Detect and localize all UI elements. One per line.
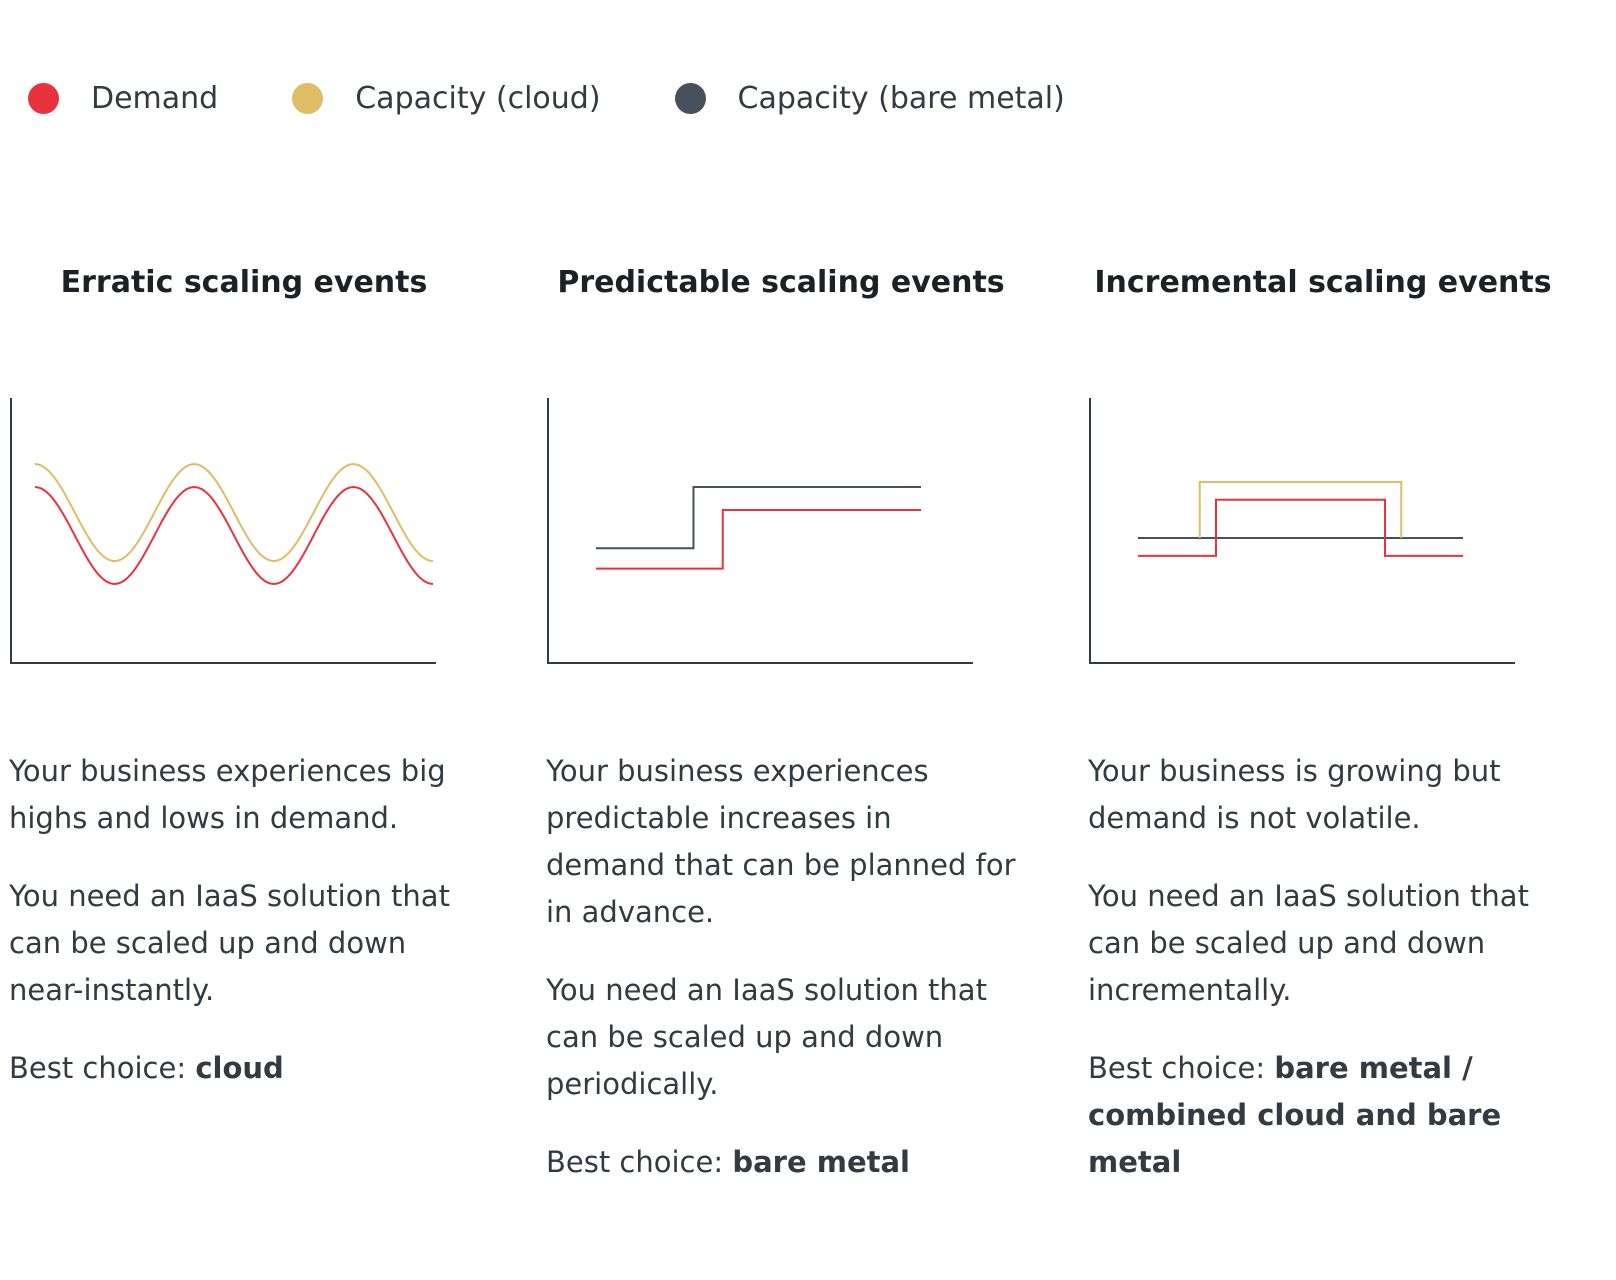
- panel-incremental: Incremental scaling events Your business…: [1088, 258, 1558, 308]
- panel-need: You need an IaaS solution that can be sc…: [1088, 873, 1558, 1014]
- series-line-demand: [1138, 500, 1463, 556]
- chart-erratic: [9, 398, 479, 668]
- best-choice: Best choice: bare metal: [546, 1139, 1016, 1186]
- series-line-demand: [35, 487, 433, 584]
- panel-need: You need an IaaS solution that can be sc…: [9, 873, 479, 1014]
- legend-swatch-capacity-cloud: [292, 83, 323, 114]
- panel-description: Your business experiences big highs and …: [9, 748, 479, 842]
- legend-label-capacity-bare-metal: Capacity (bare metal): [738, 81, 1065, 116]
- chart-incremental: [1088, 398, 1558, 668]
- legend-item-capacity-bare-metal: Capacity (bare metal): [675, 81, 1065, 116]
- chart-predictable: [546, 398, 1016, 668]
- panel-title: Predictable scaling events: [546, 258, 1016, 308]
- legend-item-demand: Demand: [28, 81, 218, 116]
- series-line-demand: [596, 510, 921, 569]
- panel-text: Your business experiences big highs and …: [9, 748, 479, 1123]
- legend-item-capacity-cloud: Capacity (cloud): [292, 81, 600, 116]
- best-choice-prefix: Best choice:: [9, 1051, 195, 1085]
- series-line-capacity-cloud: [35, 464, 433, 561]
- best-choice-value: bare metal: [732, 1145, 910, 1179]
- panel-description: Your business is growing but demand is n…: [1088, 748, 1558, 842]
- panel-text: Your business experiences predictable in…: [546, 748, 1016, 1217]
- panel-description: Your business experiences predictable in…: [546, 748, 1016, 936]
- panel-predictable: Predictable scaling events Your business…: [546, 258, 1016, 308]
- legend-swatch-demand: [28, 83, 59, 114]
- panel-text: Your business is growing but demand is n…: [1088, 748, 1558, 1217]
- best-choice-prefix: Best choice:: [546, 1145, 732, 1179]
- legend-label-capacity-cloud: Capacity (cloud): [355, 81, 600, 116]
- panel-title: Incremental scaling events: [1088, 258, 1558, 308]
- legend-label-demand: Demand: [91, 81, 218, 116]
- legend-swatch-capacity-bare-metal: [675, 83, 706, 114]
- best-choice-value: cloud: [195, 1051, 283, 1085]
- panel-title: Erratic scaling events: [9, 258, 479, 308]
- series-line-capacity-cloud: [1200, 482, 1402, 538]
- chart-legend: Demand Capacity (cloud) Capacity (bare m…: [28, 70, 1139, 126]
- panel-need: You need an IaaS solution that can be sc…: [546, 967, 1016, 1108]
- best-choice: Best choice: cloud: [9, 1045, 479, 1092]
- best-choice: Best choice: bare metal / combined cloud…: [1088, 1045, 1558, 1186]
- series-line-capacity-bare-metal: [596, 487, 921, 548]
- best-choice-prefix: Best choice:: [1088, 1051, 1274, 1085]
- panel-erratic: Erratic scaling events Your business exp…: [9, 258, 479, 308]
